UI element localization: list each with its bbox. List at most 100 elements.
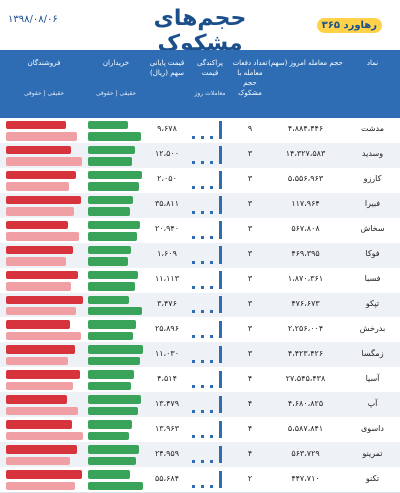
mini-bar [210,285,213,289]
cell: ۳ [247,323,253,333]
cell: ۳۵،۸۱۱ [154,199,180,209]
buyer-bar [88,431,129,441]
seller-bar [6,132,77,141]
cell: ۵،۵۸۷،۸۴۱ [287,423,324,433]
buyer-bar [88,395,141,404]
mini-bar [192,460,195,464]
mini-bar [201,285,204,289]
cell: ۲۴،۹۵۹ [154,448,180,458]
cell: مدشت [360,124,385,134]
cell: ۳ [247,174,253,184]
cell: ۱،۶۰۹ [157,249,177,259]
mini-bar [192,210,195,214]
seller-bar [6,257,66,266]
cell: سخاش [360,224,385,234]
cell: ۳ [247,249,253,259]
mini-bar [219,470,222,488]
mini-bar [219,420,222,439]
buyer-bar [88,220,140,230]
cell: ۱۳،۹۶۳ [154,423,180,433]
mini-bar [201,335,204,339]
title: حجم‌های مشکوک [153,6,247,56]
cell: آپ [367,398,378,408]
column-subheader: حقیقی | حقوقی [95,90,137,97]
cell: فبیرا [364,199,381,209]
mini-bar [192,135,195,139]
mini-bar [201,310,204,314]
buyer-bar [88,420,132,429]
cell: ۴،۵۱۴ [157,373,177,383]
mini-bar [192,260,195,264]
mini-bar [210,410,213,414]
mini-bar [201,160,204,164]
seller-bar [6,170,76,180]
cell: بدرخش [359,323,386,333]
mini-bar [201,360,204,364]
mini-bar [210,135,213,139]
cell: آسیا [365,373,380,383]
buyer-bar [88,170,142,180]
column-header: حجم معامله امروز (سهم) [268,59,343,67]
cell: تپکو [365,299,380,308]
mini-bar [201,135,204,139]
cell: ۳ [247,274,253,284]
mini-bar [201,260,204,264]
buyer-bar [88,470,130,479]
cell: ۳ [247,224,253,234]
buyer-bar [88,381,131,391]
seller-bar [6,182,69,191]
mini-bar [192,310,195,314]
buyer-bar [88,195,133,205]
cell: ۱۴،۳۲۷،۵۸۳ [285,149,326,159]
mini-bar [201,460,204,464]
mini-bar [219,221,222,239]
cell: ۲۰،۹۴۰ [154,224,180,234]
mini-bar [210,260,213,264]
column-header: نماد [366,59,379,67]
cell: ۲۷،۵۴۵،۴۳۸ [285,373,326,383]
mini-bar [192,235,195,239]
mini-bar [192,485,195,488]
mini-bar [219,121,222,139]
buyer-bar [88,270,138,280]
buyer-bar [88,182,139,191]
mini-bar [210,210,213,214]
column-header: قیمت پایانی سهم (ریال) [149,59,185,77]
cell: ۲ [247,473,253,483]
mini-bar [210,435,213,439]
cell: ۱۱،۱۱۳ [154,274,180,284]
buyer-bar [88,320,136,329]
buyer-bar [88,445,139,454]
seller-bar [6,345,75,354]
seller-bar [6,195,81,205]
date: ۱۳۹۸/۰۸/۰۶ [8,14,58,25]
cell: وسدید [361,149,384,159]
seller-bar [6,406,78,416]
cell: کارزو [363,174,382,184]
cell: ۲۵،۸۹۶ [154,323,180,333]
cell: ۴ [247,373,253,383]
mini-bar [210,310,213,314]
mini-bar [210,185,213,189]
cell: ۳،۴۷۶ [157,299,177,308]
mini-bar [201,235,204,239]
buyer-bar [88,121,128,130]
seller-bar [6,470,82,479]
cell: ۴،۸۸۴،۴۴۶ [287,124,324,134]
mini-bar [219,296,222,314]
column-header: تعداد دفعات معامله با حجم مشکوک [232,59,268,97]
cell: ۴۷۶،۶۷۳ [291,299,320,308]
mini-bar [210,235,213,239]
mini-bar [219,171,222,189]
mini-bar [192,410,195,414]
mini-bar [219,345,222,364]
buyer-bar [88,257,128,266]
seller-bar [6,282,71,291]
mini-bar [192,160,195,164]
cell: ۲،۲۵۶،۰۰۴ [287,323,324,333]
cell: ۹،۶۷۸ [157,124,177,134]
column-subheader: حقیقی | حقوقی [23,90,65,97]
cell: ۱۲،۵۰۰ [154,149,180,159]
column-header: فروشندگان [27,59,61,67]
buyer-bar [88,406,138,416]
